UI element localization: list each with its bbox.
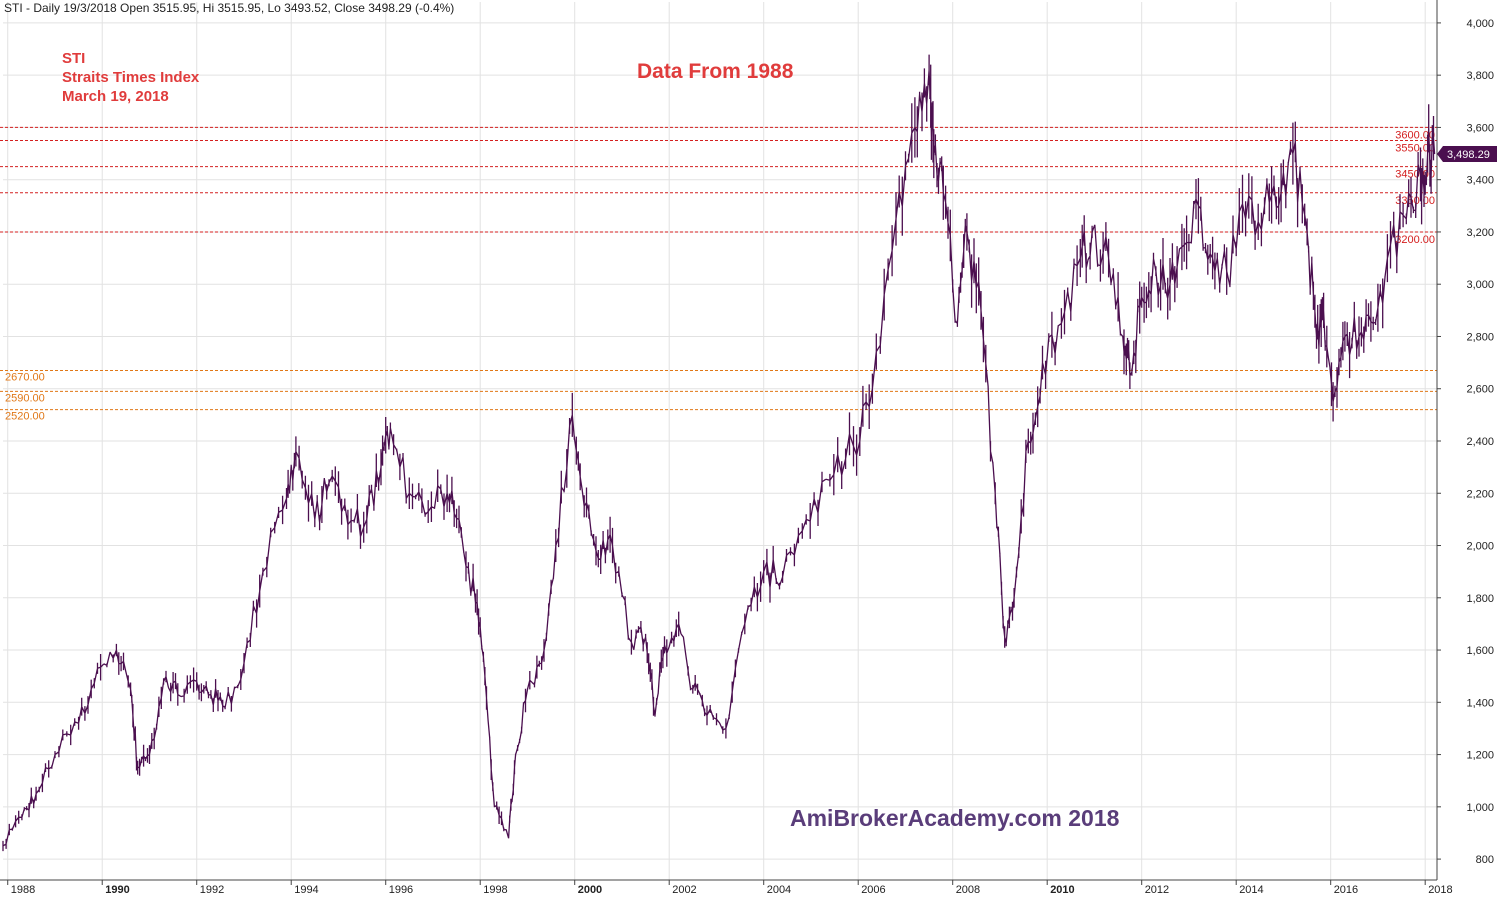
x-tick-label: 2018	[1428, 884, 1452, 896]
annotation-ticker: STI	[62, 50, 85, 67]
x-tick-label: 2014	[1239, 884, 1263, 896]
x-tick-label: 1994	[294, 884, 318, 896]
y-tick-label: 2,000	[1466, 541, 1494, 553]
y-tick-label: 3,000	[1466, 279, 1494, 291]
x-tick-label: 2002	[672, 884, 696, 896]
y-tick-label: 2,400	[1466, 436, 1494, 448]
x-tick-label: 2008	[956, 884, 980, 896]
last-price-tag-shape	[1437, 146, 1497, 163]
y-tick-label: 2,200	[1466, 488, 1494, 500]
x-tick-label: 2016	[1334, 884, 1358, 896]
price-level-label: 2670.00	[5, 371, 45, 383]
x-tick-label: 2000	[578, 884, 602, 896]
price-level-label: 3350.00	[1395, 195, 1435, 207]
price-level-label: 3200.00	[1395, 234, 1435, 246]
x-tick-label: 1990	[105, 884, 129, 896]
y-tick-label: 2,800	[1466, 331, 1494, 343]
y-tick-label: 3,200	[1466, 227, 1494, 239]
y-tick-label: 1,600	[1466, 645, 1494, 657]
chart-header: STI - Daily 19/3/2018 Open 3515.95, Hi 3…	[4, 1, 454, 15]
y-axis: 800 1,000 1,200 1,400 1,600 1,800 2,000 2,200 2,…	[1436, 0, 1494, 880]
x-tick-label: 1996	[389, 884, 413, 896]
price-level-label: 3600.00	[1395, 129, 1435, 141]
watermark: AmiBrokerAcademy.com 2018	[790, 805, 1120, 831]
y-tick-label: 1,800	[1466, 593, 1494, 605]
x-tick-label: 2006	[861, 884, 885, 896]
x-tick-label: 2004	[767, 884, 791, 896]
x-tick-label: 1998	[483, 884, 507, 896]
annotation-index-name: Straits Times Index	[62, 69, 200, 86]
x-axis: 1988 1990 1992 1994 1996 1998 2000 2002 2004 2006…	[0, 879, 1453, 896]
y-tick-label: 1,000	[1466, 802, 1494, 814]
annotation-date: March 19, 2018	[62, 88, 169, 105]
y-tick-label: 1,400	[1466, 697, 1494, 709]
x-tick-label: 1992	[200, 884, 224, 896]
price-level-label: 2520.00	[5, 411, 45, 423]
chart-title: Data From 1988	[637, 60, 794, 83]
y-tick-label: 2,600	[1466, 384, 1494, 396]
y-tick-label: 4,000	[1466, 18, 1494, 30]
price-level-label: 3550.00	[1395, 142, 1435, 154]
price-line	[2, 54, 1436, 852]
x-tick-label: 1988	[11, 884, 35, 896]
price-series	[2, 54, 1436, 852]
last-price-tag-label: 3,498.29	[1447, 149, 1490, 161]
last-price-tag: 3,498.29	[1437, 146, 1497, 163]
price-level-label: 3450.00	[1395, 169, 1435, 181]
y-tick-label: 3,600	[1466, 122, 1494, 134]
x-tick-label: 2012	[1145, 884, 1169, 896]
y-tick-label: 3,400	[1466, 175, 1494, 187]
x-tick-label: 2010	[1050, 884, 1074, 896]
y-tick-label: 3,800	[1466, 70, 1494, 82]
y-tick-label: 800	[1476, 854, 1494, 866]
price-level-label: 2590.00	[5, 392, 45, 404]
y-tick-label: 1,200	[1466, 750, 1494, 762]
